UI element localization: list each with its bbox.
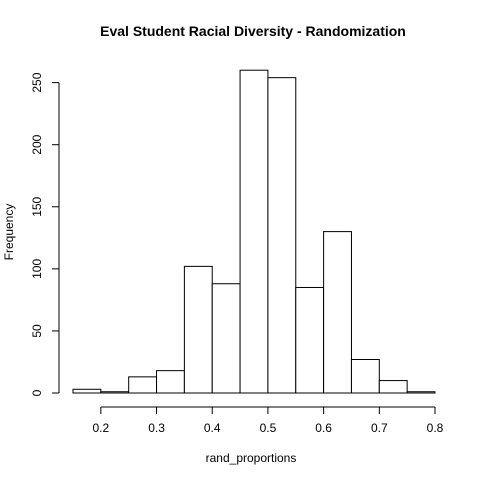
histogram-bar	[323, 231, 352, 394]
x-tick-label: 0.4	[204, 421, 221, 435]
histogram-bar	[72, 388, 102, 394]
histogram-bar	[156, 370, 185, 394]
x-axis-label: rand_proportions	[206, 451, 297, 465]
y-axis: 0 50 100 150 200 250	[30, 72, 60, 396]
y-tick-label: 200	[30, 134, 44, 154]
histogram-bar	[211, 283, 241, 394]
x-axis: 0.2 0.3 0.4 0.5 0.6 0.7 0.8	[93, 406, 444, 435]
x-tick-label: 0.3	[148, 421, 165, 435]
histogram-bar	[378, 380, 408, 394]
histogram-bar	[406, 391, 436, 394]
y-tick-label: 150	[30, 196, 44, 216]
histogram-bar	[295, 286, 325, 394]
x-tick-label: 0.2	[93, 421, 110, 435]
histogram-bar	[267, 77, 297, 394]
x-tick-label: 0.6	[315, 421, 332, 435]
y-tick-label: 100	[30, 259, 44, 279]
x-tick-label: 0.8	[427, 421, 444, 435]
x-tick-label: 0.7	[371, 421, 388, 435]
bars-group	[72, 69, 436, 394]
y-axis-label: Frequency	[2, 204, 16, 261]
histogram-bar	[100, 391, 130, 394]
histogram-bar	[350, 358, 380, 394]
histogram-bar	[128, 376, 158, 394]
y-tick-label: 50	[30, 324, 44, 338]
histogram-bar	[239, 69, 269, 394]
histogram-bar	[183, 265, 213, 394]
chart-title: Eval Student Racial Diversity - Randomiz…	[100, 23, 406, 39]
x-tick-label: 0.5	[260, 421, 277, 435]
y-tick-label: 250	[30, 72, 44, 92]
y-tick-label: 0	[30, 389, 44, 396]
